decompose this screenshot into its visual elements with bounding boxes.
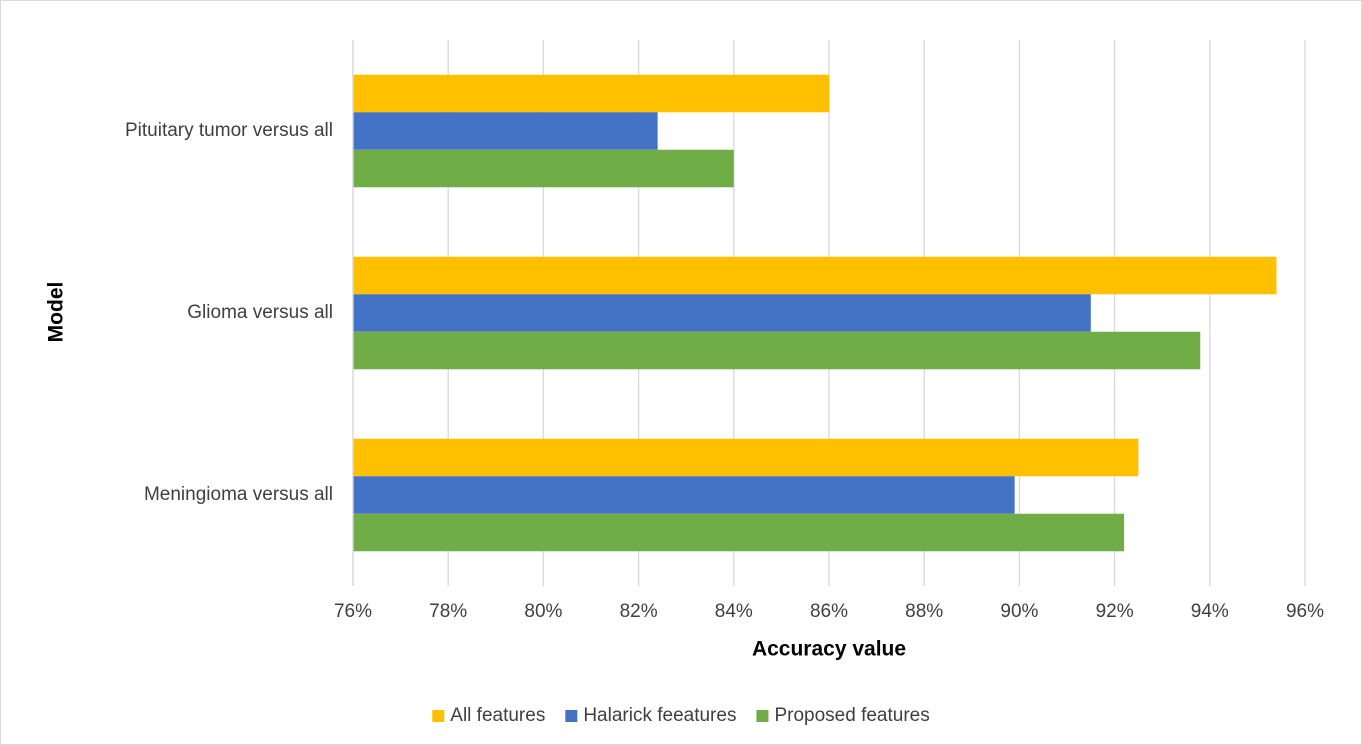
bar xyxy=(353,331,1201,370)
x-tick-label: 76% xyxy=(334,601,372,622)
y-tick-label: Pituitary tumor versus all xyxy=(125,120,333,141)
y-tick-label: Glioma versus all xyxy=(187,302,333,323)
x-tick-label: 92% xyxy=(1096,601,1134,622)
legend-swatch xyxy=(565,710,578,722)
x-tick-label: 86% xyxy=(810,601,848,622)
bar xyxy=(353,112,658,150)
bar xyxy=(353,294,1091,332)
x-tick-label: 82% xyxy=(620,601,658,622)
bar xyxy=(353,438,1139,477)
x-tick-label: 80% xyxy=(524,601,562,622)
x-tick-label: 90% xyxy=(1000,601,1038,622)
x-tick-label: 88% xyxy=(905,601,943,622)
bar xyxy=(353,256,1277,295)
y-axis-label: Model xyxy=(45,282,68,343)
legend-swatch xyxy=(432,710,445,722)
legend-label: All features xyxy=(450,705,545,726)
x-axis-label: Accuracy value xyxy=(752,638,906,661)
x-tick-label: 84% xyxy=(715,601,753,622)
legend-swatch xyxy=(756,710,769,722)
legend-label: Halarick feeatures xyxy=(583,705,736,726)
x-tick-label: 96% xyxy=(1286,601,1324,622)
bar xyxy=(353,513,1125,552)
x-tick-label: 94% xyxy=(1191,601,1229,622)
legend-label: Proposed features xyxy=(774,705,929,726)
bar xyxy=(353,149,734,188)
bar xyxy=(353,476,1015,514)
y-tick-label: Meningioma versus all xyxy=(144,484,333,505)
bar xyxy=(353,74,829,113)
x-tick-label: 78% xyxy=(429,601,467,622)
